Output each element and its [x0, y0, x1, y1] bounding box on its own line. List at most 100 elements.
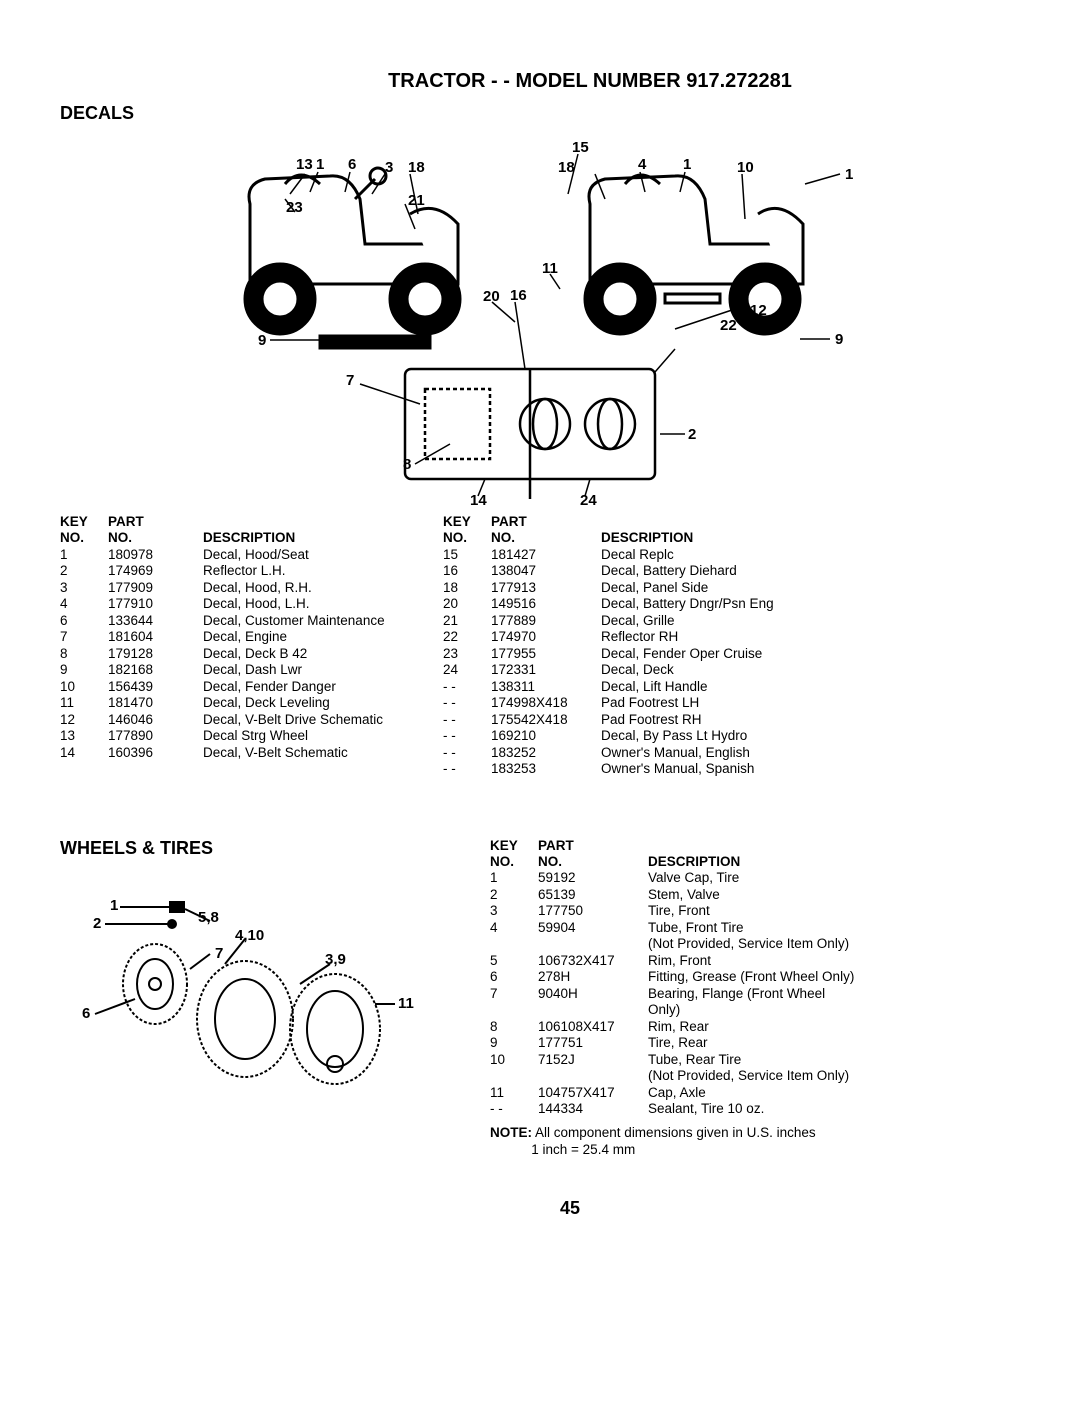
section-decals-label: DECALS: [60, 103, 1020, 124]
callout: 18: [558, 159, 575, 176]
cell: Reflector RH: [601, 629, 851, 645]
callout: 9: [258, 332, 266, 349]
cell: Sealant, Tire 10 oz.: [648, 1101, 948, 1117]
cell: Cap, Axle: [648, 1085, 948, 1101]
cell: - -: [443, 745, 491, 761]
cell: Decal, Grille: [601, 613, 851, 629]
wheels-diagram: 1 2 5,8 4,10 7 3,9 6 11: [60, 869, 430, 1089]
callout: 8: [403, 456, 411, 473]
callout: 13: [296, 156, 313, 173]
cell: 138311: [491, 679, 601, 695]
cell: Decal, Battery Dngr/Psn Eng: [601, 596, 851, 612]
cell: Bearing, Flange (Front Wheel: [648, 986, 948, 1002]
cell: Stem, Valve: [648, 887, 948, 903]
cell: 177910: [108, 596, 203, 612]
cell: 174969: [108, 563, 203, 579]
cell: Decal, Hood, L.H.: [203, 596, 443, 612]
callout: 6: [82, 1005, 90, 1022]
hdr: PART: [108, 514, 203, 530]
cell: 10: [490, 1052, 538, 1068]
callout: 1: [683, 156, 691, 173]
cell: 1: [490, 870, 538, 886]
hdr: NO.: [60, 530, 84, 545]
cell: 133644: [108, 613, 203, 629]
callout: 6: [348, 156, 356, 173]
cell: 177889: [491, 613, 601, 629]
cell: 8: [60, 646, 108, 662]
cell: 4: [60, 596, 108, 612]
cell: Decal, V-Belt Schematic: [203, 745, 443, 761]
cell: 20: [443, 596, 491, 612]
cell: Pad Footrest LH: [601, 695, 851, 711]
cell: Decal, Fender Oper Cruise: [601, 646, 851, 662]
callout: 2: [93, 915, 101, 932]
cell: Decal, Hood/Seat: [203, 547, 443, 563]
callout: 18: [408, 159, 425, 176]
hdr: NO.: [490, 854, 514, 869]
page-number: 45: [120, 1198, 1020, 1219]
cell: 22: [443, 629, 491, 645]
cell: 177750: [538, 903, 648, 919]
cell: [538, 936, 648, 952]
cell: 104757X417: [538, 1085, 648, 1101]
cell: 177909: [108, 580, 203, 596]
cell: 175542X418: [491, 712, 601, 728]
cell: 9: [60, 662, 108, 678]
cell: Owner's Manual, English: [601, 745, 851, 761]
cell: Decal, Deck Leveling: [203, 695, 443, 711]
callout: 12: [750, 302, 767, 319]
cell: 9040H: [538, 986, 648, 1002]
cell: 182168: [108, 662, 203, 678]
cell: 172331: [491, 662, 601, 678]
cell: 177955: [491, 646, 601, 662]
cell: 59192: [538, 870, 648, 886]
cell: 18: [443, 580, 491, 596]
callout: 3,9: [325, 951, 346, 968]
callout: 11: [542, 260, 558, 277]
cell: 179128: [108, 646, 203, 662]
cell: - -: [443, 728, 491, 744]
callout: 11: [398, 995, 414, 1012]
callout: 14: [470, 492, 487, 509]
cell: 174970: [491, 629, 601, 645]
hdr: KEY: [443, 514, 491, 530]
cell: Decal, Fender Danger: [203, 679, 443, 695]
cell: 21: [443, 613, 491, 629]
cell: 11: [60, 695, 108, 711]
cell: - -: [443, 761, 491, 777]
cell: 278H: [538, 969, 648, 985]
cell: 3: [490, 903, 538, 919]
cell: 7: [60, 629, 108, 645]
cell: 180978: [108, 547, 203, 563]
callout: 1: [845, 166, 853, 183]
cell: Tube, Front Tire: [648, 920, 948, 936]
cell: Decal, Customer Maintenance: [203, 613, 443, 629]
cell: 1: [60, 547, 108, 563]
cell: Reflector L.H.: [203, 563, 443, 579]
callout: 5,8: [198, 909, 219, 926]
cell: Decal, Battery Diehard: [601, 563, 851, 579]
hdr: NO.: [108, 530, 132, 545]
callout: 22: [720, 317, 737, 334]
page-title: TRACTOR - - MODEL NUMBER 917.272281: [160, 70, 1020, 93]
cell: 181470: [108, 695, 203, 711]
cell: 183252: [491, 745, 601, 761]
cell: 177913: [491, 580, 601, 596]
cell: Decal, Deck B 42: [203, 646, 443, 662]
cell: Decal Strg Wheel: [203, 728, 443, 744]
cell: Rim, Front: [648, 953, 948, 969]
cell: 177751: [538, 1035, 648, 1051]
cell: 4: [490, 920, 538, 936]
cell: 174998X418: [491, 695, 601, 711]
callout: 4: [638, 156, 646, 173]
callout: 7: [346, 372, 354, 389]
cell: Rim, Rear: [648, 1019, 948, 1035]
cell: 2: [60, 563, 108, 579]
cell: 13: [60, 728, 108, 744]
cell: 156439: [108, 679, 203, 695]
cell: 8: [490, 1019, 538, 1035]
cell: Decal, Engine: [203, 629, 443, 645]
callout: 3: [385, 159, 393, 176]
cell: Tire, Rear: [648, 1035, 948, 1051]
hdr: PART: [491, 514, 601, 530]
